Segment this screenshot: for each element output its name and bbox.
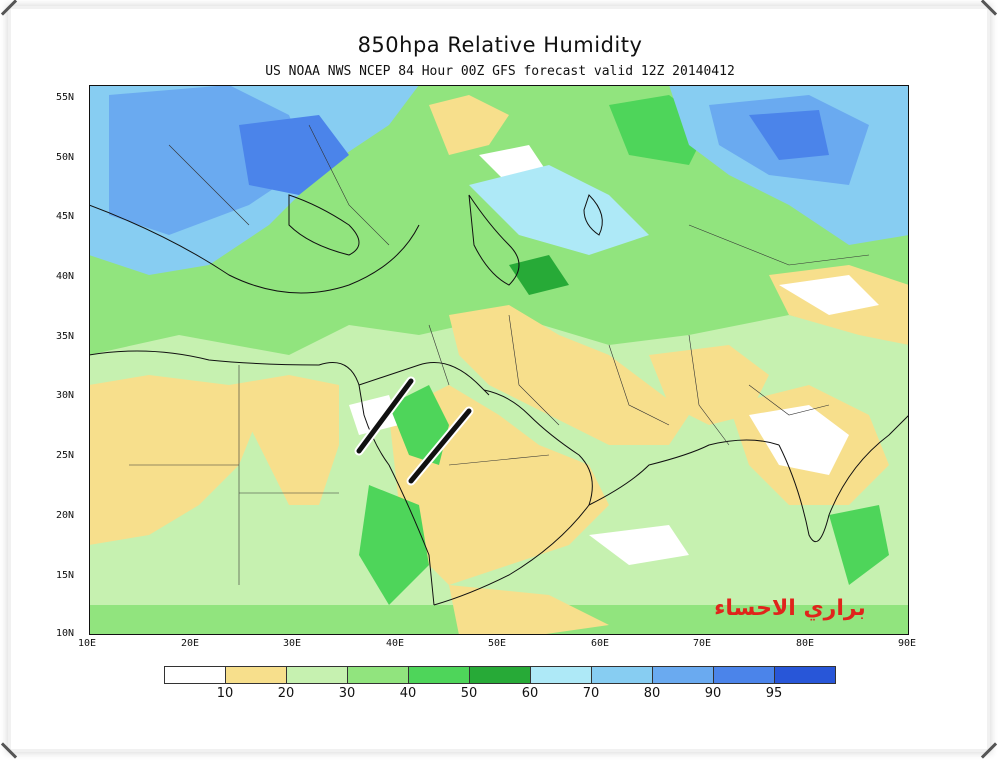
very-dry-region-tibet — [779, 275, 879, 315]
humidity-50-region — [829, 505, 889, 585]
legend-swatch — [165, 667, 226, 683]
legend-swatch — [470, 667, 531, 683]
frame-corner — [0, 742, 18, 759]
legend-swatch — [409, 667, 470, 683]
legend-swatch — [592, 667, 653, 683]
legend-swatch — [287, 667, 348, 683]
lat-label: 10N — [56, 628, 75, 639]
very-dry-region-india — [749, 405, 849, 475]
very-dry-region-red-sea — [349, 395, 399, 435]
legend-labels: 10 20 30 40 50 60 70 80 90 95 — [0, 686, 1000, 706]
lat-label: 30N — [56, 390, 75, 401]
lat-label: 50N — [56, 152, 75, 163]
dry-region-north-africa — [89, 375, 259, 545]
lon-label: 90E — [898, 638, 917, 649]
legend-label: 95 — [765, 686, 783, 701]
frame-corner — [0, 0, 18, 16]
dry-region-arabian-sea — [449, 585, 609, 635]
humidity-95-region — [239, 115, 349, 195]
legend-label: 70 — [582, 686, 600, 701]
lon-label: 40E — [386, 638, 405, 649]
map-subtitle: US NOAA NWS NCEP 84 Hour 00Z GFS forecas… — [265, 64, 735, 79]
lon-label: 70E — [693, 638, 712, 649]
dry-region-egypt — [229, 375, 339, 505]
humidity-50-region — [389, 385, 449, 465]
legend-label: 30 — [338, 686, 356, 701]
legend-swatch — [226, 667, 287, 683]
lat-label: 40N — [56, 271, 75, 282]
legend-label: 10 — [216, 686, 234, 701]
lat-label: 55N — [56, 92, 75, 103]
legend-swatch — [348, 667, 409, 683]
map-border — [89, 85, 909, 635]
frame-corner — [980, 742, 998, 759]
legend-swatch — [531, 667, 592, 683]
lon-label: 30E — [283, 638, 302, 649]
humidity-95-region — [749, 110, 829, 160]
very-dry-region-sea — [589, 525, 689, 565]
legend-label: 40 — [399, 686, 417, 701]
lat-label: 15N — [56, 570, 75, 581]
lat-label: 20N — [56, 510, 75, 521]
watermark-text: براري الاحساء — [714, 596, 866, 621]
legend-label: 60 — [521, 686, 539, 701]
humidity-60-region — [509, 255, 569, 295]
lon-label: 50E — [488, 638, 507, 649]
lon-label: 20E — [181, 638, 200, 649]
legend-swatch — [653, 667, 714, 683]
legend-label: 90 — [704, 686, 722, 701]
lon-label: 80E — [796, 638, 815, 649]
humidity-map — [89, 85, 909, 635]
humidity-70-region — [469, 165, 649, 255]
color-legend — [164, 666, 836, 684]
country-borders — [129, 124, 870, 585]
lat-label: 25N — [56, 450, 75, 461]
lat-label: 35N — [56, 331, 75, 342]
annotation-lines — [356, 378, 472, 484]
map-title: 850hpa Relative Humidity — [357, 33, 643, 57]
dry-region-russia — [429, 95, 509, 155]
dry-region-iran — [449, 305, 689, 445]
legend-label: 80 — [643, 686, 661, 701]
lon-label: 60E — [591, 638, 610, 649]
lat-label: 45N — [56, 211, 75, 222]
humidity-50-region — [359, 485, 429, 605]
frame-corner — [980, 0, 998, 16]
coastlines — [89, 194, 909, 606]
legend-label: 20 — [277, 686, 295, 701]
legend-label: 50 — [460, 686, 478, 701]
legend-swatch — [775, 667, 835, 683]
lon-label: 10E — [78, 638, 97, 649]
legend-swatch — [714, 667, 775, 683]
